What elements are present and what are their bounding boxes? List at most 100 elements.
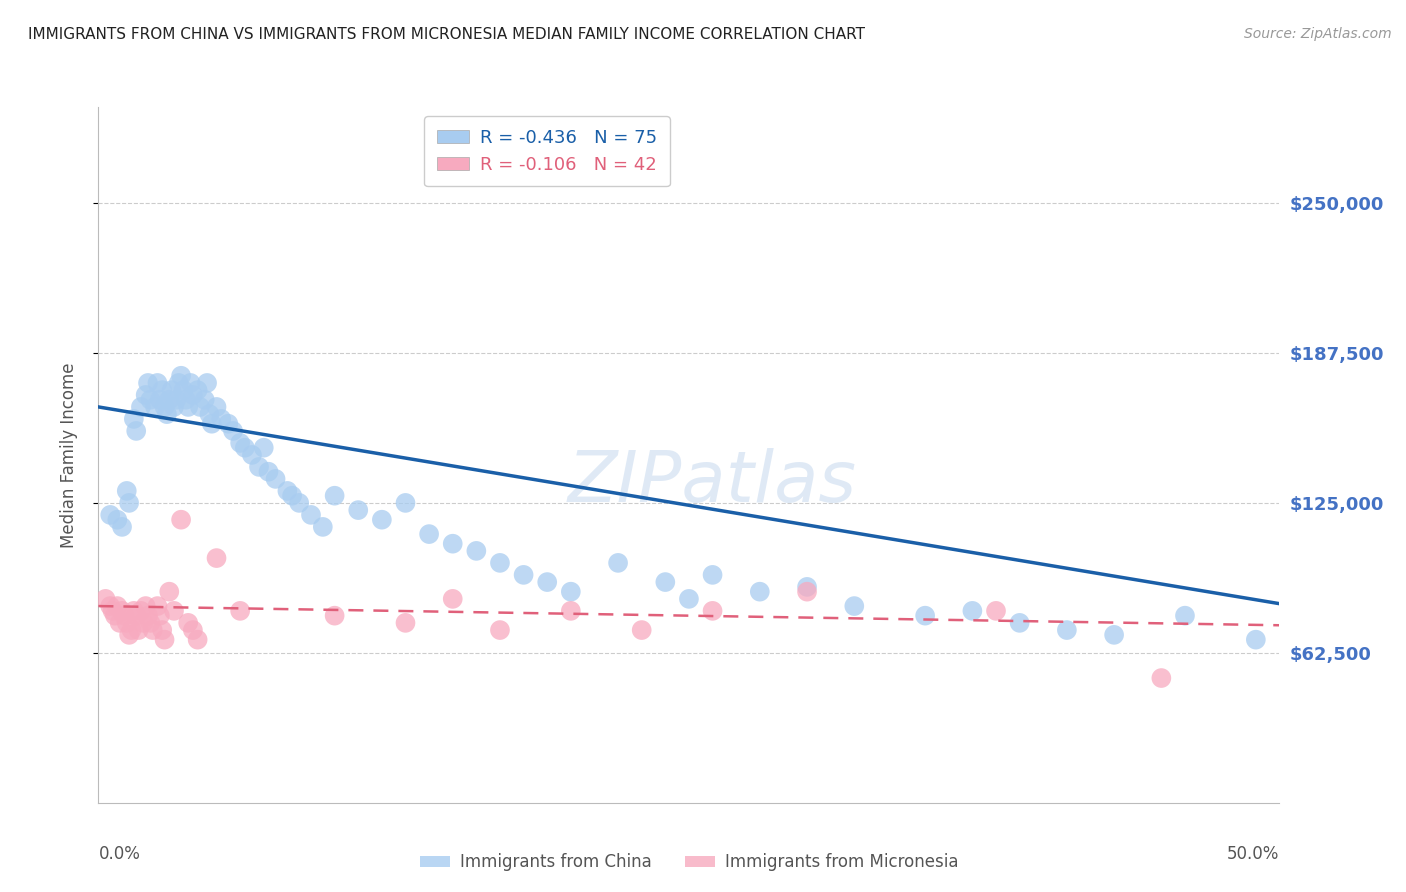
Point — [157, 584, 180, 599]
Point — [276, 483, 298, 498]
Point — [111, 604, 134, 618]
Point — [844, 599, 866, 613]
Point — [489, 556, 512, 570]
Point — [257, 465, 280, 479]
Point — [172, 383, 194, 397]
Point — [156, 407, 179, 421]
Point — [108, 615, 131, 630]
Point — [188, 400, 211, 414]
Point — [1150, 671, 1173, 685]
Point — [229, 436, 252, 450]
Point — [187, 632, 209, 647]
Point — [136, 608, 159, 623]
Point — [198, 407, 221, 421]
Point — [160, 383, 183, 397]
Point — [323, 489, 346, 503]
Point — [233, 441, 256, 455]
Point — [118, 496, 141, 510]
Point — [177, 615, 200, 630]
Point — [201, 417, 224, 431]
Point — [170, 368, 193, 383]
Point — [1244, 632, 1267, 647]
Point — [135, 599, 157, 613]
Point — [139, 615, 162, 630]
Point — [264, 472, 287, 486]
Point — [150, 623, 173, 637]
Point — [194, 392, 217, 407]
Point — [139, 392, 162, 407]
Point — [418, 527, 440, 541]
Point — [512, 567, 534, 582]
Point — [371, 513, 394, 527]
Point — [1056, 623, 1078, 637]
Point — [288, 496, 311, 510]
Point — [121, 623, 143, 637]
Point — [122, 412, 145, 426]
Point — [299, 508, 322, 522]
Point — [195, 376, 218, 390]
Point — [132, 615, 155, 630]
Text: 50.0%: 50.0% — [1227, 845, 1279, 863]
Point — [122, 604, 145, 618]
Point — [146, 376, 169, 390]
Y-axis label: Median Family Income: Median Family Income — [59, 362, 77, 548]
Point — [1102, 628, 1125, 642]
Point — [163, 400, 186, 414]
Point — [748, 584, 770, 599]
Point — [181, 623, 204, 637]
Point — [112, 608, 135, 623]
Point — [187, 383, 209, 397]
Point — [115, 615, 138, 630]
Point — [128, 623, 150, 637]
Text: ZIPatlas: ZIPatlas — [568, 449, 858, 517]
Point — [394, 496, 416, 510]
Point — [441, 537, 464, 551]
Point — [105, 513, 128, 527]
Text: Source: ZipAtlas.com: Source: ZipAtlas.com — [1244, 27, 1392, 41]
Point — [312, 520, 335, 534]
Point — [181, 388, 204, 402]
Point — [1008, 615, 1031, 630]
Point — [560, 604, 582, 618]
Point — [129, 604, 152, 618]
Point — [217, 417, 239, 431]
Point — [129, 400, 152, 414]
Point — [441, 591, 464, 606]
Point — [702, 567, 724, 582]
Point — [98, 599, 121, 613]
Point — [489, 623, 512, 637]
Point — [167, 376, 190, 390]
Point — [607, 556, 630, 570]
Point — [630, 623, 652, 637]
Point — [253, 441, 276, 455]
Point — [125, 424, 148, 438]
Point — [465, 544, 488, 558]
Point — [702, 604, 724, 618]
Point — [143, 400, 166, 414]
Point — [135, 388, 157, 402]
Point — [394, 615, 416, 630]
Point — [347, 503, 370, 517]
Point — [560, 584, 582, 599]
Point — [962, 604, 984, 618]
Point — [98, 508, 121, 522]
Point — [157, 392, 180, 407]
Point — [105, 599, 128, 613]
Point — [984, 604, 1007, 618]
Point — [136, 376, 159, 390]
Point — [914, 608, 936, 623]
Point — [94, 591, 117, 606]
Point — [170, 513, 193, 527]
Text: 0.0%: 0.0% — [98, 845, 141, 863]
Point — [323, 608, 346, 623]
Point — [240, 448, 263, 462]
Point — [153, 400, 176, 414]
Point — [281, 489, 304, 503]
Point — [163, 604, 186, 618]
Point — [796, 580, 818, 594]
Legend: Immigrants from China, Immigrants from Micronesia: Immigrants from China, Immigrants from M… — [413, 847, 965, 878]
Point — [536, 575, 558, 590]
Point — [1174, 608, 1197, 623]
Point — [796, 584, 818, 599]
Point — [104, 608, 127, 623]
